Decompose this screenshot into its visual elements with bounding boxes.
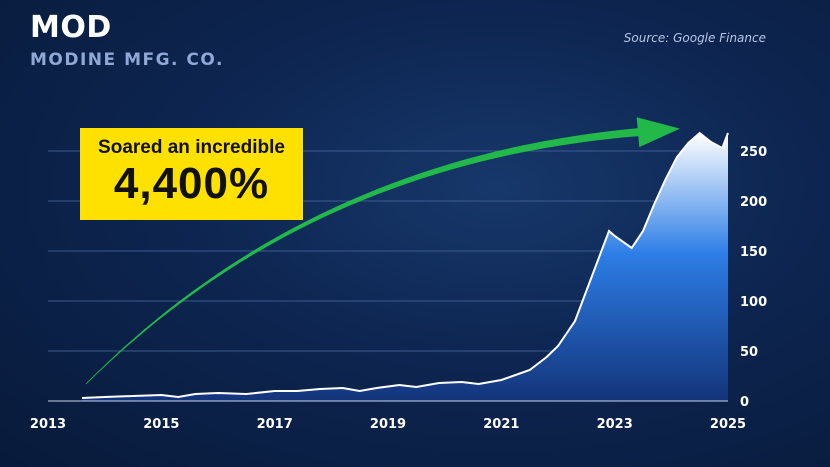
y-tick-label: 0	[740, 395, 749, 410]
x-tick-label: 2019	[370, 417, 406, 432]
ticker-symbol: MOD	[30, 10, 112, 45]
x-tick-label: 2017	[257, 417, 293, 432]
callout-percentage: 4,400%	[113, 159, 270, 208]
y-tick-label: 150	[740, 245, 767, 260]
y-tick-label: 250	[740, 145, 767, 160]
x-tick-label: 2015	[143, 417, 179, 432]
y-tick-label: 200	[740, 195, 767, 210]
price-line	[81, 131, 729, 399]
x-tick-label: 2021	[483, 417, 519, 432]
x-tick-label: 2025	[710, 417, 746, 432]
y-tick-labels: 0 50 100 150 200 250	[740, 145, 767, 410]
y-tick-label: 100	[740, 295, 767, 310]
x-tick-labels: 2013 2015 2017 2019 2021 2023 2025	[30, 417, 746, 432]
y-tick-label: 50	[740, 345, 758, 360]
growth-arrow-head	[636, 117, 680, 148]
source-note: Source: Google Finance	[623, 31, 766, 45]
x-tick-label: 2023	[597, 417, 633, 432]
callout-line-1: Soared an incredible	[98, 137, 285, 158]
company-name: MODINE MFG. CO.	[30, 50, 224, 70]
x-tick-label: 2013	[30, 417, 66, 432]
growth-callout: Soared an incredible 4,400%	[80, 128, 303, 220]
